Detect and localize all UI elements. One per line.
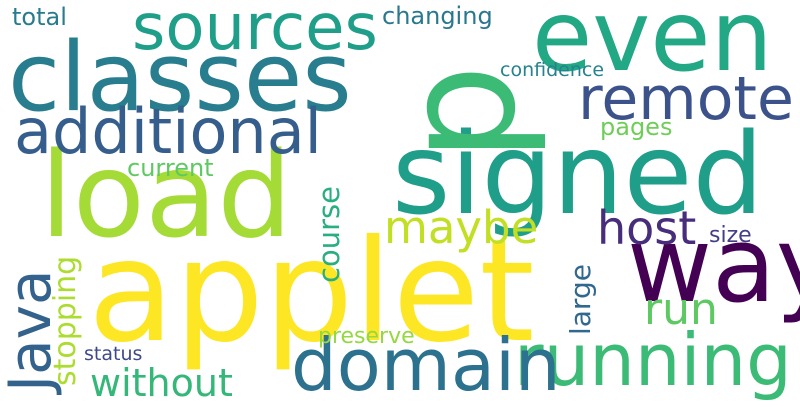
word-current: current bbox=[127, 154, 214, 182]
word-course: course bbox=[312, 186, 346, 283]
word-load: load bbox=[40, 126, 293, 264]
word-pages: pages bbox=[600, 113, 673, 141]
word-sources: sources bbox=[132, 0, 378, 65]
word-without: without bbox=[90, 361, 233, 405]
word-large: large bbox=[564, 264, 597, 335]
word-remote: remote bbox=[578, 64, 794, 134]
word-signed: signed bbox=[392, 110, 764, 240]
word-domain: domain bbox=[291, 323, 561, 407]
word-even: even bbox=[532, 0, 773, 94]
word-host: host bbox=[597, 201, 697, 255]
word-run: run bbox=[644, 284, 718, 335]
word-changing: changing bbox=[382, 2, 493, 30]
word-preserve: preserve bbox=[318, 324, 415, 349]
word-running: running bbox=[514, 318, 792, 402]
word-status: status bbox=[84, 343, 143, 365]
word-maybe: maybe bbox=[384, 201, 539, 254]
word-additional: additional bbox=[14, 95, 322, 168]
word-way: way bbox=[627, 204, 800, 326]
word-stopping: stopping bbox=[48, 255, 83, 386]
word-confidence: confidence bbox=[500, 59, 605, 81]
word-classes: classes bbox=[8, 23, 352, 133]
word-p: p bbox=[371, 64, 550, 162]
word-size: size bbox=[709, 223, 752, 248]
word-total: total bbox=[12, 3, 67, 31]
word-applet: applet bbox=[88, 210, 535, 374]
